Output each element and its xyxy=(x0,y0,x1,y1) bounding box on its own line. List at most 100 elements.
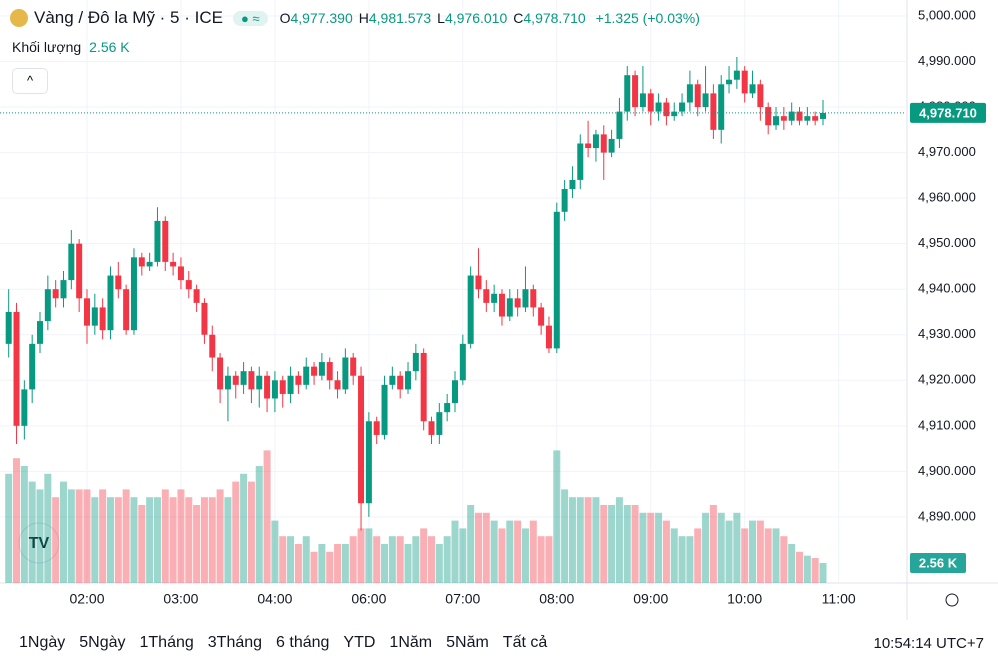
clock: 10:54:14 UTC+7 xyxy=(873,634,985,652)
candle-body xyxy=(83,298,90,326)
volume-bar xyxy=(451,520,459,583)
volume-bar xyxy=(561,489,569,583)
candle-body xyxy=(812,116,819,121)
volume-bar xyxy=(263,450,271,583)
volume-bar xyxy=(255,466,263,583)
volume-bar xyxy=(161,489,169,583)
candle-body xyxy=(718,84,725,130)
candle-body xyxy=(405,371,412,390)
candle-body xyxy=(749,84,756,94)
symbol: Vàng / Đô la Mỹ · 5 · ICE xyxy=(34,8,223,27)
range-button[interactable]: 1Ngày xyxy=(19,634,66,651)
candle-body xyxy=(545,325,552,349)
candle-body xyxy=(209,334,216,358)
candle-body xyxy=(358,375,365,504)
volume-bar xyxy=(756,520,764,583)
candle-body xyxy=(146,261,153,267)
volume-bar xyxy=(686,536,694,583)
x-tick-label: 07:00 xyxy=(445,591,480,607)
volume-bar xyxy=(224,497,232,583)
volume-bar xyxy=(279,536,287,583)
candle-body xyxy=(788,111,795,121)
range-button[interactable]: 1Tháng xyxy=(139,634,194,651)
ranges: 1Ngày 5Ngày 1Tháng 3Tháng 6 tháng YTD 1Năm 5Năm… xyxy=(0,634,554,652)
chart: TV 5,000.0004,990.0004,980.0004,970.0004… xyxy=(0,0,998,620)
range-button[interactable]: 3Tháng xyxy=(207,634,263,651)
candle-body xyxy=(248,371,255,390)
volume-bar xyxy=(717,512,725,583)
candle-body xyxy=(600,134,607,153)
range-button[interactable]: 6 tháng xyxy=(276,634,330,651)
volume-bar xyxy=(420,528,428,583)
candle-body xyxy=(577,143,584,180)
candle-body xyxy=(686,84,693,103)
c: 4,978.710 xyxy=(523,10,586,26)
volume-bar xyxy=(99,489,107,583)
volume-bar xyxy=(553,450,561,583)
volume-bar xyxy=(349,536,357,583)
volume-bar xyxy=(482,512,490,583)
candle-body xyxy=(381,384,388,435)
candle-body xyxy=(52,289,59,299)
volume-key: Khối lượng xyxy=(12,39,82,55)
volume-bar xyxy=(169,497,177,583)
candle-body xyxy=(13,311,20,426)
candle-body xyxy=(585,143,592,149)
x-tick-label: 10:00 xyxy=(727,591,762,607)
volume-bar xyxy=(271,520,279,583)
settings-icon[interactable] xyxy=(945,593,959,607)
candle-body xyxy=(483,289,490,303)
candle-body xyxy=(741,70,748,94)
l: 4,976.010 xyxy=(444,10,508,26)
candle-body xyxy=(295,375,302,385)
collapse-button[interactable]: ^ xyxy=(12,68,48,94)
range-button[interactable]: Tất cả xyxy=(502,634,548,651)
candle-body xyxy=(459,343,466,381)
candle-body xyxy=(303,366,310,385)
candle-body xyxy=(271,380,278,399)
volume-bar xyxy=(122,489,130,583)
volume-bar xyxy=(694,528,702,583)
volume-bar xyxy=(153,497,161,583)
x-tick-label: 06:00 xyxy=(351,591,386,607)
volume-bar xyxy=(733,512,741,583)
candle-body xyxy=(185,280,192,290)
volume-bar xyxy=(75,489,83,583)
volume-bar xyxy=(67,489,75,583)
candle-body xyxy=(663,102,670,117)
range-button[interactable]: 5Năm xyxy=(446,634,489,651)
x-tick-label: 09:00 xyxy=(633,591,668,607)
volume-bar xyxy=(240,473,248,583)
candle-body xyxy=(154,220,161,262)
y-tick-label: 4,900.000 xyxy=(918,463,976,478)
volume-bar xyxy=(20,466,28,583)
range-button[interactable]: YTD xyxy=(343,634,376,651)
candle-body xyxy=(21,389,28,426)
y-tick-label: 4,990.000 xyxy=(918,53,976,68)
volume-bar xyxy=(373,536,381,583)
volume-bar xyxy=(545,536,553,583)
candle-body xyxy=(201,302,208,335)
volume-bar xyxy=(326,551,334,583)
candle-body xyxy=(365,421,372,504)
volume-bar xyxy=(474,512,482,583)
status-pill[interactable]: ● ≈ xyxy=(232,10,268,26)
range-button[interactable]: 5Ngày xyxy=(79,634,126,651)
volume-value: 2.56 K xyxy=(89,39,130,55)
x-tick-label: 02:00 xyxy=(69,591,104,607)
candle-body xyxy=(334,380,341,390)
volume-bar xyxy=(36,489,44,583)
candle-body xyxy=(624,75,631,112)
ohlc: O4,977.390 H4,981.573 L4,976.010 C4,978.710… xyxy=(274,10,700,26)
candle-body xyxy=(37,321,44,344)
candle-body xyxy=(820,112,827,119)
candle-body xyxy=(115,275,122,290)
candle-body xyxy=(389,375,396,385)
candle-body xyxy=(506,298,513,317)
range-button[interactable]: 1Năm xyxy=(389,634,433,651)
candle-body xyxy=(76,243,83,299)
candle-body xyxy=(436,412,443,435)
candle-body xyxy=(264,375,271,399)
y-tick-label: 4,940.000 xyxy=(918,281,976,296)
candle-body xyxy=(44,289,51,322)
